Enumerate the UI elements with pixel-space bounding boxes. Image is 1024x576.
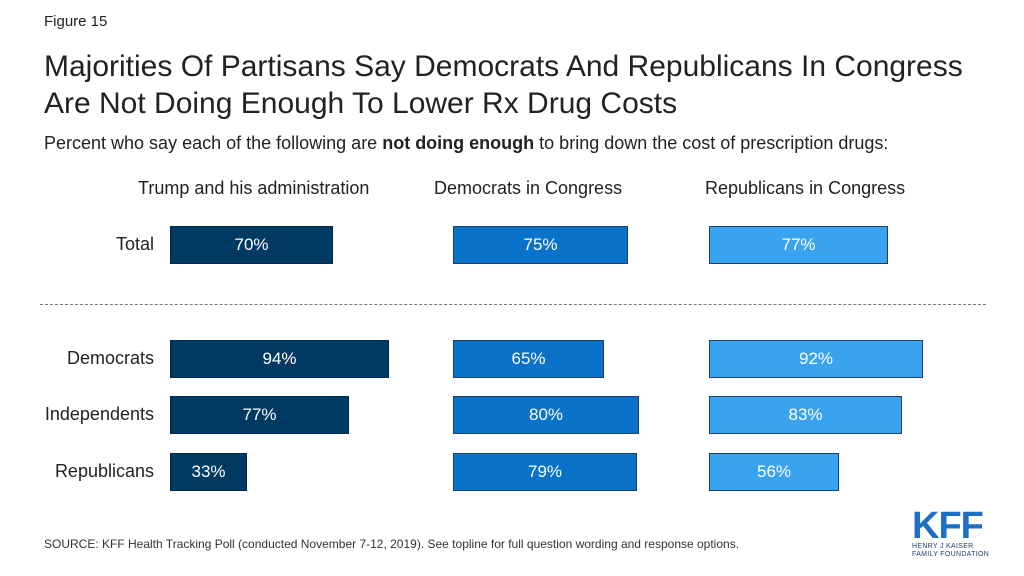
bar-label: 65% bbox=[511, 349, 546, 368]
bar-2-independents: 80% bbox=[453, 396, 639, 434]
column-header-3: Republicans in Congress bbox=[705, 178, 906, 198]
bar-3-total: 77% bbox=[709, 226, 888, 264]
bar-3-republicans: 56% bbox=[709, 453, 839, 491]
bar-1-democrats: 94% bbox=[170, 340, 389, 378]
bar-3-independents: 83% bbox=[709, 396, 902, 434]
bar-label: 80% bbox=[528, 405, 564, 424]
bar-2-republicans: 79% bbox=[453, 453, 637, 491]
subtitle-after: to bring down the cost of prescription d… bbox=[534, 133, 889, 153]
bar-label: 83% bbox=[788, 405, 823, 424]
page-title: Majorities Of Partisans Say Democrats An… bbox=[44, 50, 963, 120]
bar-label: 33% bbox=[191, 462, 226, 481]
bar-3-democrats: 92% bbox=[709, 340, 923, 378]
bar-label: 56% bbox=[756, 462, 792, 481]
bar-2-total: 75% bbox=[453, 226, 628, 264]
source-note: SOURCE: KFF Health Tracking Poll (conduc… bbox=[44, 537, 740, 551]
subtitle-bold: not doing enough bbox=[382, 133, 535, 153]
bar-1-independents: 77% bbox=[170, 396, 349, 434]
logo-line-2: FAMILY FOUNDATION bbox=[912, 551, 990, 558]
row-label-republicans: Republicans bbox=[54, 461, 154, 481]
column-header-1: Trump and his administration bbox=[138, 178, 370, 198]
subtitle-before: Percent who say each of the following ar… bbox=[44, 133, 383, 153]
logo-main-text: KFF bbox=[912, 505, 984, 547]
bar-1-total: 70% bbox=[170, 226, 333, 264]
bar-label: 75% bbox=[523, 235, 558, 254]
bar-label: 79% bbox=[527, 462, 563, 481]
bar-label: 77% bbox=[781, 235, 816, 254]
column-header-2: Democrats in Congress bbox=[434, 178, 623, 198]
bar-label: 77% bbox=[242, 405, 277, 424]
divider bbox=[40, 304, 986, 305]
row-label-democrats: Democrats bbox=[66, 348, 154, 368]
bar-1-republicans: 33% bbox=[170, 453, 247, 491]
bar-label: 94% bbox=[262, 349, 297, 368]
row-label-independents: Independents bbox=[44, 404, 154, 424]
logo-line-1: HENRY J KAISER bbox=[912, 543, 974, 550]
kff-logo: KFF HENRY J KAISER FAMILY FOUNDATION bbox=[912, 505, 994, 559]
bar-label: 92% bbox=[798, 349, 834, 368]
row-label-total: Total bbox=[115, 234, 154, 254]
bar-2-democrats: 65% bbox=[453, 340, 604, 378]
subtitle: Percent who say each of the following ar… bbox=[44, 133, 888, 154]
bar-label: 70% bbox=[234, 235, 269, 254]
figure-label: Figure 15 bbox=[44, 13, 108, 30]
